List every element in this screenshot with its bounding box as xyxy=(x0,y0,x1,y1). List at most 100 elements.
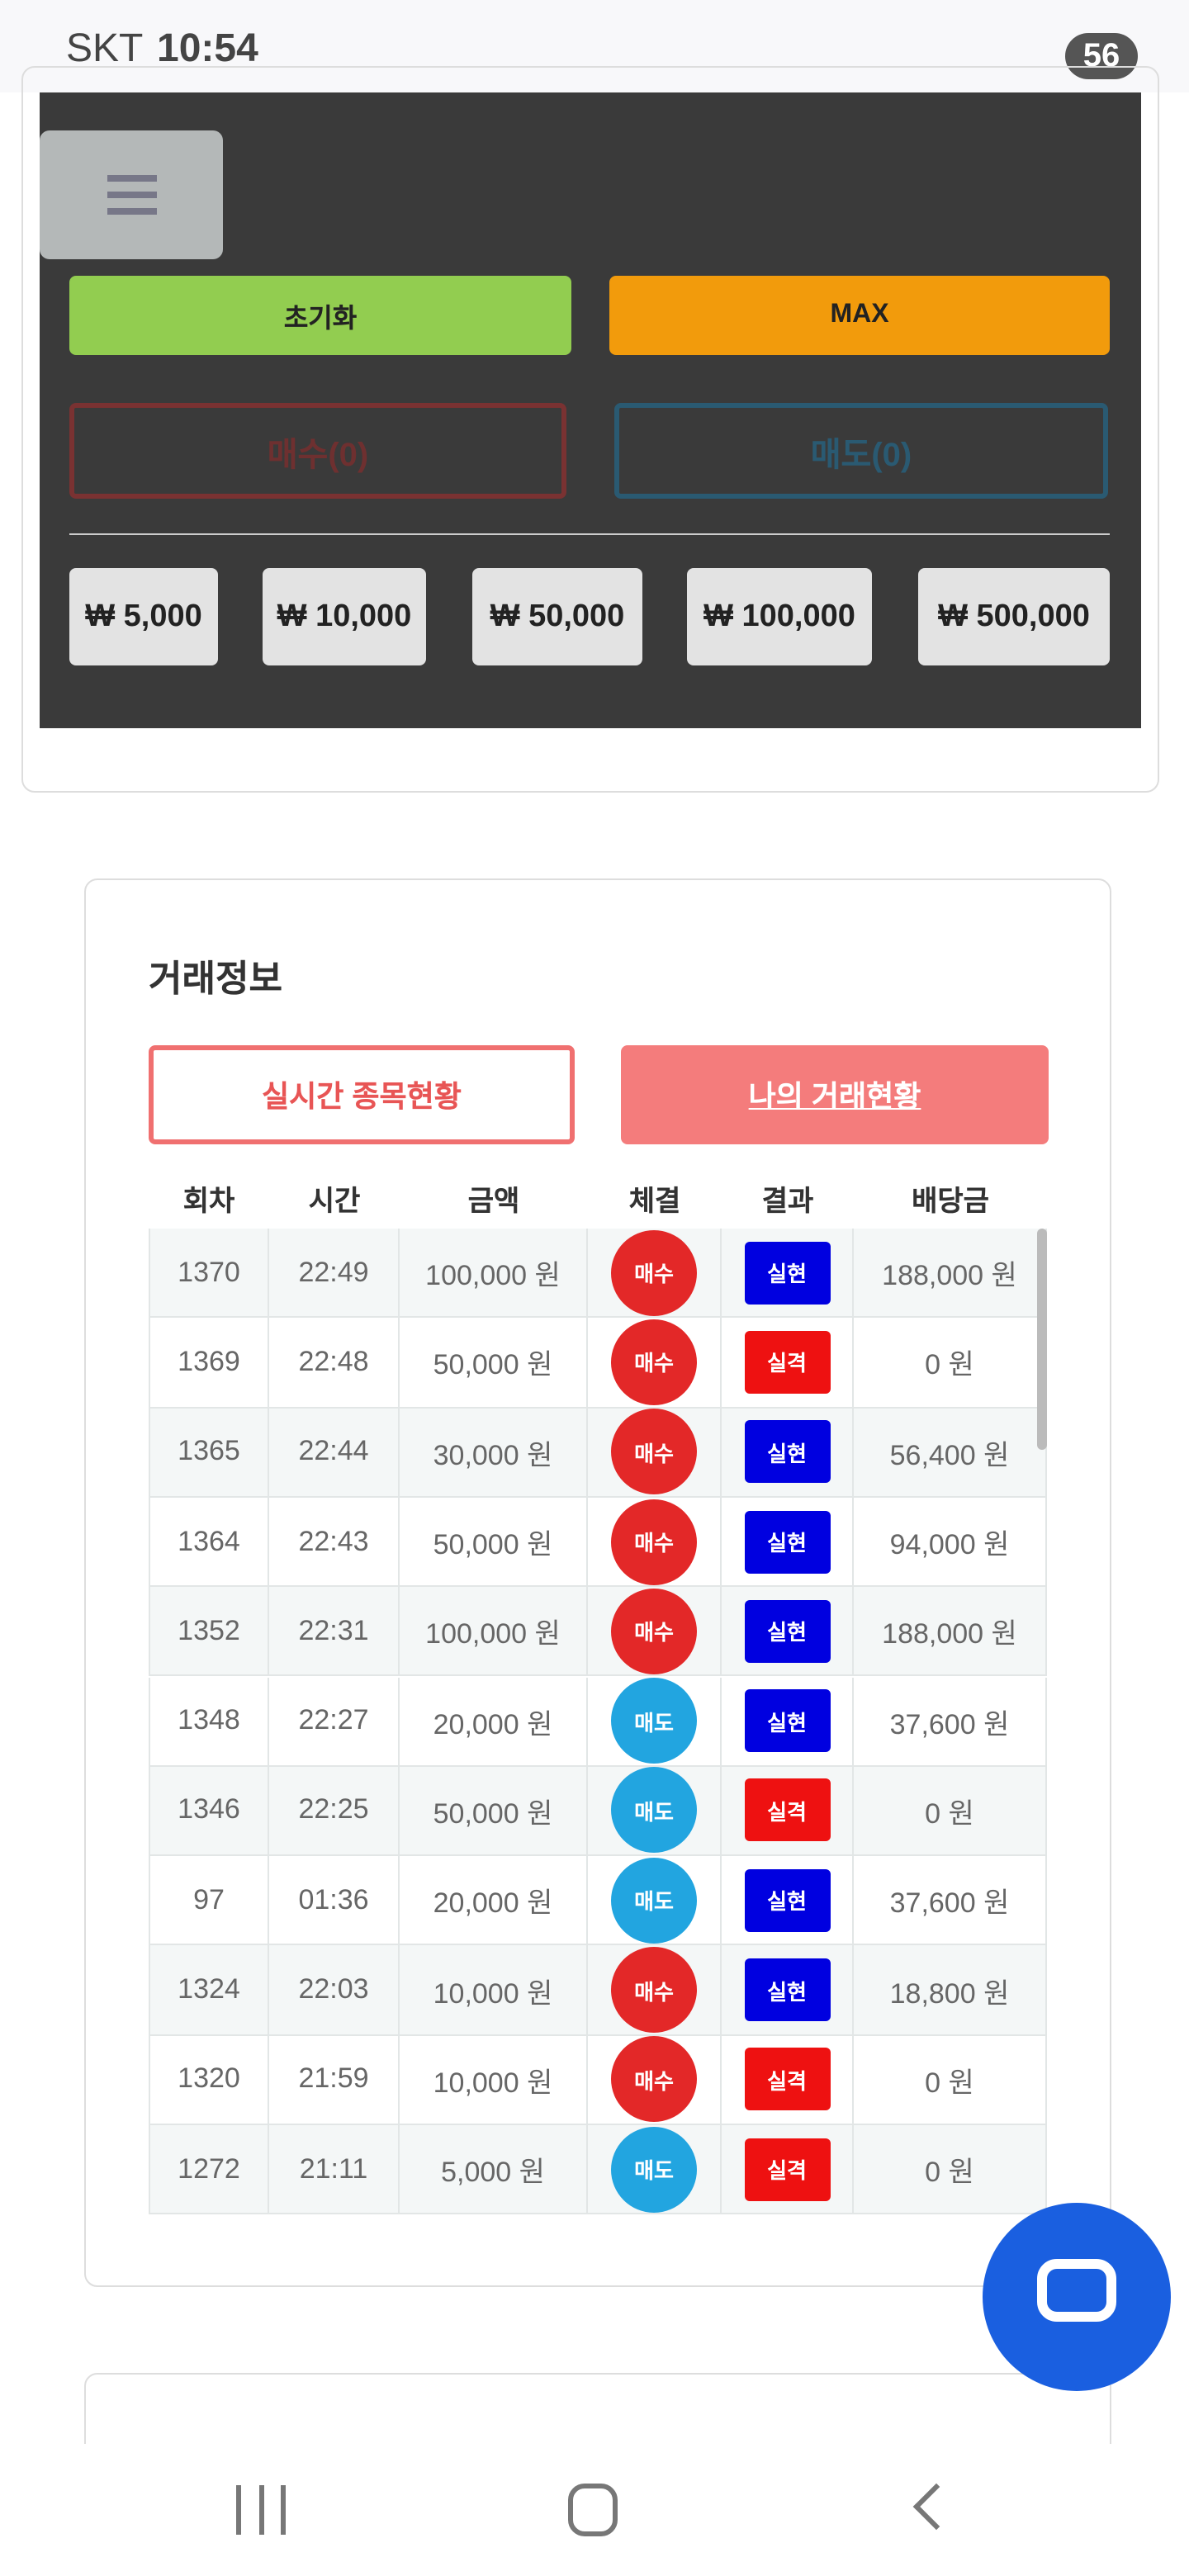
column-header: 결과 xyxy=(761,1186,814,1217)
table-cell: 매수 xyxy=(588,1587,722,1677)
table-cell: 22:44 xyxy=(269,1408,400,1498)
column-header: 시간 xyxy=(308,1186,361,1217)
result-badge: 실현 xyxy=(744,1868,830,1932)
table-cell: 1324 xyxy=(149,1945,269,2036)
amount-button[interactable]: ₩ 100,000 xyxy=(687,568,872,665)
table-cell: 매도 xyxy=(588,1677,722,1767)
amount-button[interactable]: ₩ 50,000 xyxy=(472,568,642,665)
table-cell: 매도 xyxy=(588,1856,722,1946)
table-cell: 56,400 원 xyxy=(854,1408,1047,1498)
trade-card: 거래정보 실시간 종목현황 나의 거래현황 회차 시간 금액 체결 결과 배당금 1370 2… xyxy=(84,878,1111,2287)
menu-button[interactable] xyxy=(40,130,223,259)
table-cell: 1348 xyxy=(149,1677,269,1767)
table-cell: 100,000 원 xyxy=(400,1229,588,1319)
buy-button[interactable]: 매수(0) xyxy=(69,403,566,499)
side-badge: 매수 xyxy=(611,1499,697,1585)
result-badge: 실현 xyxy=(744,1510,830,1574)
table-cell: 22:31 xyxy=(269,1587,400,1677)
tab[interactable]: 실시간 종목현황 xyxy=(149,1045,575,1144)
table-cell: 1346 xyxy=(149,1766,269,1857)
table-cell: 22:49 xyxy=(269,1229,400,1319)
amount-button[interactable]: ₩ 500,000 xyxy=(918,568,1110,665)
table-cell: 0 원 xyxy=(854,2035,1047,2125)
scrollbar xyxy=(1037,1229,1047,1450)
table-cell: 매수 xyxy=(588,1408,722,1498)
side-badge: 매수 xyxy=(611,1409,697,1495)
tab[interactable]: 나의 거래현황 xyxy=(621,1045,1049,1144)
side-badge: 매도 xyxy=(611,1857,697,1944)
table-cell: 1365 xyxy=(149,1408,269,1498)
section-title: 거래정보 xyxy=(149,958,282,999)
table-cell: 1364 xyxy=(149,1497,269,1588)
side-badge: 매수 xyxy=(611,1319,697,1405)
table-cell: 50,000 원 xyxy=(400,1766,588,1857)
control-card xyxy=(21,66,1159,793)
chat-button[interactable] xyxy=(983,2203,1171,2391)
table-cell: 실현 xyxy=(722,1677,854,1767)
reset-button[interactable]: 초기화 xyxy=(69,276,571,355)
table-cell: 01:36 xyxy=(269,1856,400,1946)
table-cell: 20,000 원 xyxy=(400,1856,588,1946)
table-cell: 실격 xyxy=(722,1318,854,1409)
table-cell: 실현 xyxy=(722,1945,854,2036)
table-cell: 94,000 원 xyxy=(854,1497,1047,1588)
amount-button[interactable]: ₩ 5,000 xyxy=(69,568,218,665)
table-cell: 20,000 원 xyxy=(400,1677,588,1767)
table-cell: 97 xyxy=(149,1856,269,1946)
side-badge: 매수 xyxy=(611,2036,697,2123)
battery: 56 xyxy=(1065,33,1138,79)
result-badge: 실현 xyxy=(744,1958,830,2022)
table-cell: 실현 xyxy=(722,1587,854,1677)
table-cell: 30,000 원 xyxy=(400,1408,588,1498)
side-badge: 매도 xyxy=(611,1678,697,1764)
table-cell: 실현 xyxy=(722,1856,854,1946)
column-header: 금액 xyxy=(467,1186,520,1217)
table-cell: 188,000 원 xyxy=(854,1587,1047,1677)
table-cell: 실격 xyxy=(722,2035,854,2125)
amount-button[interactable]: ₩ 10,000 xyxy=(263,568,426,665)
sell-button[interactable]: 매도(0) xyxy=(614,403,1108,499)
table-cell: 0 원 xyxy=(854,1766,1047,1857)
result-badge: 실격 xyxy=(744,1330,830,1394)
table-cell: 50,000 원 xyxy=(400,1497,588,1588)
column-header: 배당금 xyxy=(912,1186,989,1217)
table-cell: 실현 xyxy=(722,1408,854,1498)
home-button[interactable] xyxy=(568,2484,618,2536)
clock: 10:54 xyxy=(157,26,258,71)
table-cell: 37,600 원 xyxy=(854,1677,1047,1767)
result-badge: 실현 xyxy=(744,1420,830,1484)
table-cell: 22:27 xyxy=(269,1677,400,1767)
table-cell: 1320 xyxy=(149,2035,269,2125)
control-panel: 초기화 MAX 매수(0) 매도(0) ₩ 5,000 ₩ 10,000 ₩ 50,… xyxy=(40,92,1141,728)
table-cell: 22:25 xyxy=(269,1766,400,1857)
table-cell: 0 원 xyxy=(854,1318,1047,1409)
table-cell: 매수 xyxy=(588,1497,722,1588)
table-cell: 매수 xyxy=(588,1318,722,1409)
back-button[interactable] xyxy=(912,2483,960,2531)
result-badge: 실현 xyxy=(744,1241,830,1305)
table-cell: 매수 xyxy=(588,1945,722,2036)
result-badge: 실격 xyxy=(744,1778,830,1842)
result-badge: 실격 xyxy=(744,2138,830,2201)
max-button[interactable]: MAX xyxy=(609,276,1110,355)
table-cell: 매수 xyxy=(588,2035,722,2125)
table-cell: 188,000 원 xyxy=(854,1229,1047,1319)
table-cell: 1369 xyxy=(149,1318,269,1409)
column-header: 회차 xyxy=(182,1186,235,1217)
side-badge: 매수 xyxy=(611,1229,697,1316)
table-cell: 매수 xyxy=(588,1229,722,1319)
table-cell: 5,000 원 xyxy=(400,2125,588,2215)
table-cell: 1370 xyxy=(149,1229,269,1319)
recent-button[interactable] xyxy=(236,2485,286,2535)
nav-bar xyxy=(0,2444,1189,2576)
side-badge: 매수 xyxy=(611,1588,697,1674)
divider xyxy=(69,533,1110,535)
table-cell: 실격 xyxy=(722,1766,854,1857)
table-cell: 매도 xyxy=(588,2125,722,2215)
result-badge: 실현 xyxy=(744,1599,830,1663)
carrier: SKT xyxy=(66,26,144,71)
table-cell: 18,800 원 xyxy=(854,1945,1047,2036)
result-badge: 실현 xyxy=(744,1689,830,1753)
table-cell: 매도 xyxy=(588,1766,722,1857)
